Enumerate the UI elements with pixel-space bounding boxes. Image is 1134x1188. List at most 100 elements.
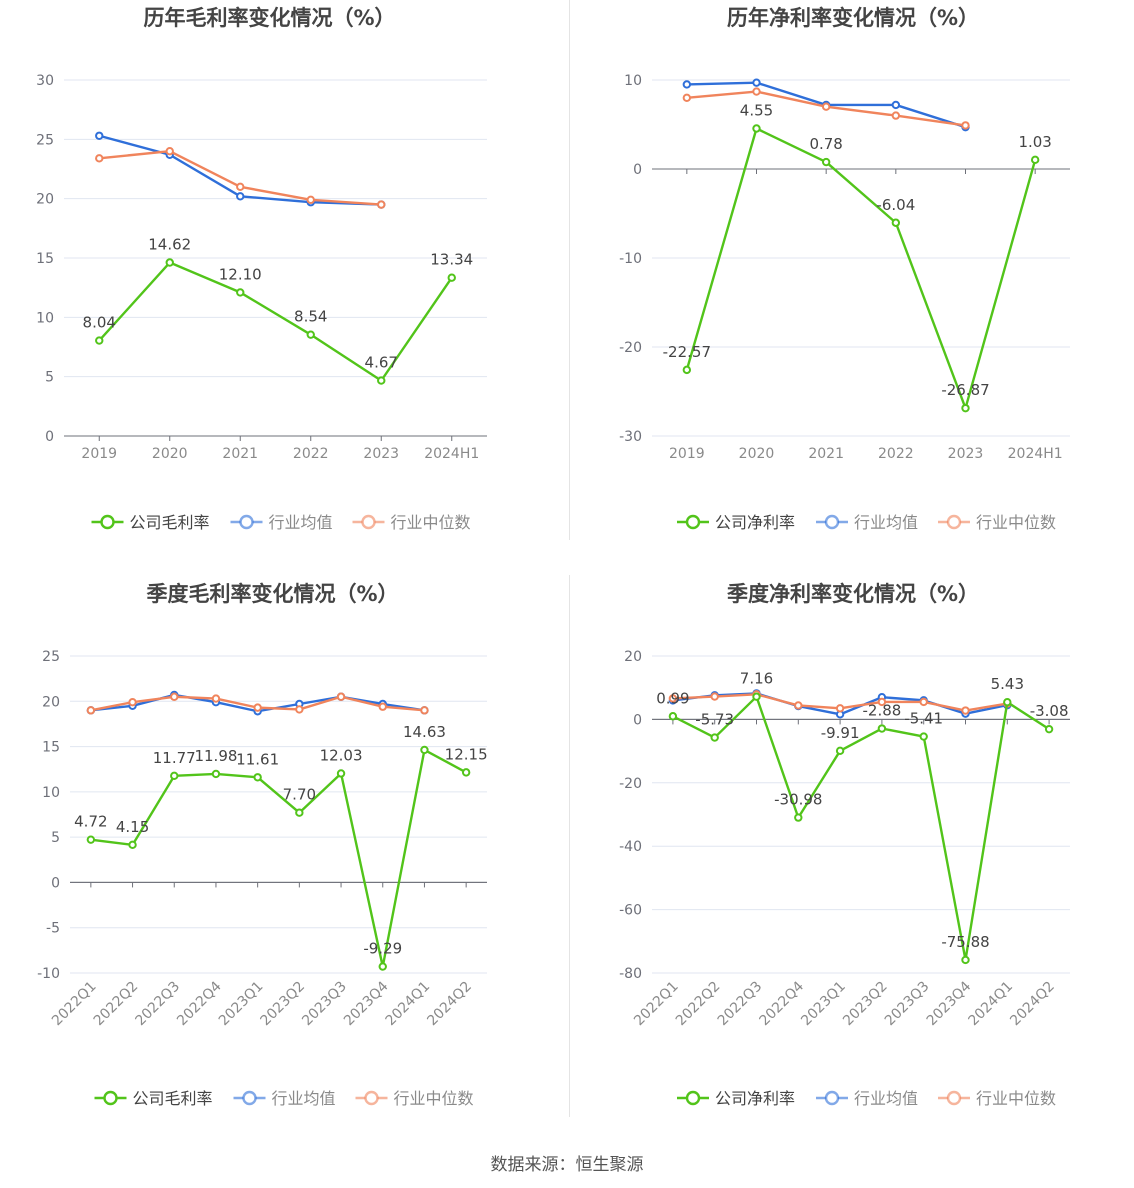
y-tick-label: -20: [619, 340, 642, 356]
data-point: [682, 93, 692, 103]
chart-title: 历年净利率变化情况（%）: [727, 6, 979, 30]
data-point: [295, 808, 304, 817]
y-tick-label: 5: [45, 370, 54, 386]
legend-item: 公司毛利率: [91, 513, 210, 532]
data-label: 8.04: [83, 314, 116, 332]
legend-item: 行业均值: [816, 1089, 918, 1108]
chart-title: 季度毛利率变化情况（%）: [146, 582, 398, 606]
data-point: [752, 124, 761, 133]
data-point: [961, 121, 970, 130]
y-tick-label: 15: [42, 740, 60, 756]
data-point: [170, 692, 179, 701]
data-label: 11.77: [153, 749, 196, 767]
data-point: [794, 813, 803, 822]
data-label: 5.43: [991, 675, 1024, 693]
data-label: -75.88: [941, 933, 989, 951]
legend-swatch-marker: [824, 1090, 840, 1106]
data-point: [306, 330, 315, 339]
legend-label: 行业均值: [272, 1089, 336, 1108]
chart-annual-gross-margin: 历年毛利率变化情况（%） 0 5 10 15 20 25 30 2019 2020 2021 2022…: [0, 0, 567, 575]
series-line: [98, 261, 453, 382]
legend-label: 公司毛利率: [130, 513, 210, 532]
data-label: -5.73: [695, 711, 734, 729]
x-tick-label: 2021: [808, 446, 844, 462]
x-tick-label: 2023Q4: [924, 978, 975, 1029]
data-point: [378, 962, 387, 971]
legend-swatch-marker: [103, 1090, 118, 1106]
data-point: [236, 192, 245, 201]
y-tick-label: 0: [633, 712, 642, 728]
x-tick-label: 2019: [669, 446, 705, 462]
data-point: [128, 697, 137, 707]
y-tick-label: -80: [619, 966, 642, 982]
y-tick-label: -20: [619, 776, 642, 792]
data-point: [128, 840, 137, 850]
data-point: [377, 376, 386, 385]
data-point: [961, 403, 970, 413]
x-tick-label: 2022: [878, 446, 914, 462]
y-tick-label: 30: [36, 73, 54, 89]
legend-label: 公司净利率: [715, 513, 795, 532]
legend-label: 行业均值: [854, 513, 918, 532]
y-tick-label: 15: [36, 251, 54, 267]
x-tick-label: 2023Q4: [341, 978, 392, 1029]
legend-item: 公司净利率: [677, 1089, 795, 1108]
legend-swatch-marker: [946, 514, 962, 530]
legend-item: 行业中位数: [352, 513, 471, 532]
data-point: [377, 200, 386, 209]
data-label: 7.70: [283, 786, 316, 804]
data-point: [752, 87, 761, 96]
data-source-note: 数据来源：恒生聚源: [490, 1155, 644, 1175]
data-point: [253, 773, 262, 782]
data-label: 12.15: [445, 745, 488, 763]
legend-label: 行业中位数: [976, 1089, 1056, 1108]
legend-item: 行业中位数: [938, 1089, 1056, 1108]
legend-item: 行业均值: [233, 1089, 336, 1108]
data-point: [682, 365, 692, 375]
data-point: [891, 218, 901, 227]
data-point: [682, 80, 692, 89]
chart-annual-net-margin: 历年净利率变化情况（%） -30 -20 -10 0 10 2019 2020 2021 2022…: [567, 0, 1134, 575]
data-point: [821, 157, 831, 167]
data-point: [919, 732, 928, 741]
y-tick-label: -30: [619, 429, 642, 445]
y-tick-label: 0: [51, 875, 60, 891]
legend-swatch-marker: [361, 514, 376, 530]
x-tick-label: 2021: [222, 446, 258, 462]
data-label: 11.98: [194, 747, 237, 765]
data-label: -3.08: [1030, 702, 1069, 720]
legend-swatch-marker: [239, 514, 254, 530]
data-label: 8.54: [294, 308, 327, 326]
x-tick-label: 2023Q1: [216, 979, 267, 1030]
y-tick-label: -10: [37, 966, 60, 982]
y-tick-label: -5: [46, 921, 60, 937]
data-point: [891, 100, 901, 110]
x-tick-label: 2023Q3: [882, 979, 933, 1030]
data-point: [420, 745, 429, 755]
x-tick-label: 2023: [363, 446, 399, 462]
x-tick-label: 2024Q1: [966, 979, 1017, 1030]
x-tick-label: 2024Q2: [1007, 979, 1058, 1030]
y-tick-label: -60: [619, 903, 642, 919]
y-tick-label: -40: [619, 839, 642, 855]
y-tick-label: 20: [36, 192, 54, 208]
chart-svg: 历年毛利率变化情况（%） 0 5 10 15 20 25 30 2019 2020 2021 2022…: [36, 6, 487, 532]
data-point: [961, 706, 970, 715]
x-tick-label: 2020: [152, 446, 188, 462]
data-label: 12.03: [320, 746, 363, 764]
data-point: [794, 701, 803, 710]
chart-svg: 历年净利率变化情况（%） -30 -20 -10 0 10 2019 2020 2021 2022…: [619, 6, 1070, 532]
data-point: [170, 771, 179, 781]
data-label: 13.34: [430, 251, 473, 269]
data-label: 0.78: [809, 135, 842, 153]
legend-swatch-marker: [824, 514, 840, 530]
x-tick-label: 2019: [81, 446, 117, 462]
x-tick-label: 2024Q1: [383, 979, 434, 1030]
legend-item: 公司净利率: [677, 513, 795, 532]
legend-label: 行业中位数: [394, 1089, 474, 1108]
legend-label: 行业均值: [269, 513, 333, 532]
data-label: 4.72: [74, 813, 107, 831]
x-tick-label: 2023: [948, 446, 984, 462]
chart-quarterly-net-margin: 季度净利率变化情况（%） -80 -60 -40 -20 0 20 2022Q1 2022Q2 2…: [567, 575, 1134, 1150]
data-point: [919, 697, 928, 707]
